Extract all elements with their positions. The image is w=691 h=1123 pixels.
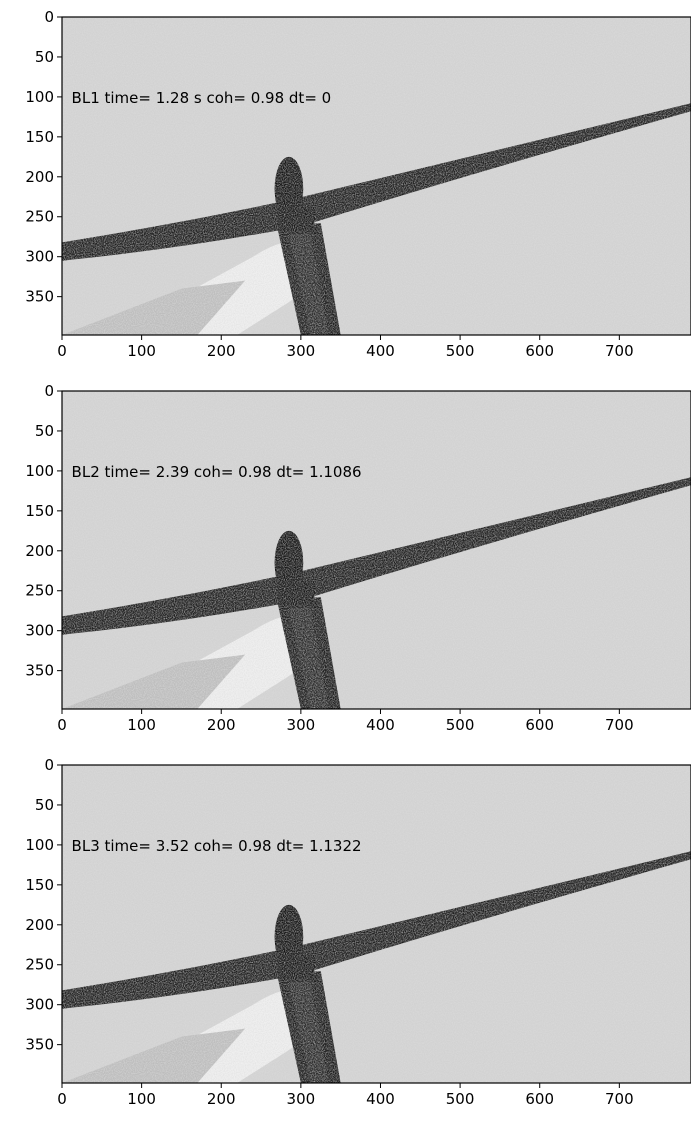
y-tick-label: 0 bbox=[44, 756, 54, 774]
x-tick-label: 100 bbox=[127, 1090, 156, 1108]
x-tick-label: 100 bbox=[127, 716, 156, 734]
panel-svg: 0 50 100 150 200 250 300 350 0 100 200 300 400 500 600… bbox=[25, 8, 691, 360]
y-tick-label: 150 bbox=[25, 502, 54, 520]
y-tick-label: 200 bbox=[25, 168, 54, 186]
x-tick-label: 600 bbox=[525, 1090, 554, 1108]
axes-frame bbox=[61, 390, 691, 710]
y-tick-label: 0 bbox=[44, 382, 54, 400]
x-tick-label: 300 bbox=[287, 1090, 316, 1108]
panel-svg: 0 50 100 150 200 250 300 350 0 100 200 300 400 500 600… bbox=[25, 756, 691, 1108]
image-panel-bl1: 0 50 100 150 200 250 300 350 0 100 200 300 400 500 600… bbox=[0, 0, 691, 374]
y-tick-label: 350 bbox=[25, 662, 54, 680]
x-tick-label: 600 bbox=[525, 716, 554, 734]
image-panel-bl2: 0 50 100 150 200 250 300 350 0 100 200 300 400 500 600… bbox=[0, 374, 691, 748]
x-tick-label: 200 bbox=[207, 1090, 236, 1108]
y-tick-label: 350 bbox=[25, 1036, 54, 1054]
x-tick-label: 400 bbox=[366, 342, 395, 360]
x-tick-label: 700 bbox=[605, 716, 634, 734]
x-tick-label: 300 bbox=[287, 716, 316, 734]
y-tick-label: 100 bbox=[25, 88, 54, 106]
y-tick-label: 50 bbox=[35, 422, 54, 440]
x-tick-label: 0 bbox=[57, 342, 67, 360]
x-tick-label: 500 bbox=[446, 1090, 475, 1108]
y-tick-label: 100 bbox=[25, 836, 54, 854]
y-tick-label: 250 bbox=[25, 956, 54, 974]
x-tick-label: 0 bbox=[57, 716, 67, 734]
x-tick-label: 500 bbox=[446, 716, 475, 734]
x-tick-label: 500 bbox=[446, 342, 475, 360]
y-tick-label: 250 bbox=[25, 582, 54, 600]
x-tick-label: 400 bbox=[366, 1090, 395, 1108]
y-tick-label: 200 bbox=[25, 916, 54, 934]
y-tick-label: 300 bbox=[25, 622, 54, 640]
axes-frame bbox=[61, 16, 691, 336]
y-tick-label: 300 bbox=[25, 996, 54, 1014]
axes-frame bbox=[61, 764, 691, 1084]
y-tick-label: 200 bbox=[25, 542, 54, 560]
frame-annotation: BL3 time= 3.52 coh= 0.98 dt= 1.1322 bbox=[72, 837, 362, 855]
image-grain bbox=[62, 391, 691, 709]
image-area bbox=[62, 17, 691, 335]
x-tick-label: 0 bbox=[57, 1090, 67, 1108]
y-tick-label: 50 bbox=[35, 48, 54, 66]
image-area bbox=[62, 391, 691, 709]
image-panel-bl3: 0 50 100 150 200 250 300 350 0 100 200 300 400 500 600… bbox=[0, 748, 691, 1123]
y-tick-label: 350 bbox=[25, 288, 54, 306]
x-tick-label: 200 bbox=[207, 716, 236, 734]
x-tick-label: 400 bbox=[366, 716, 395, 734]
y-tick-label: 150 bbox=[25, 876, 54, 894]
y-tick-label: 0 bbox=[44, 8, 54, 26]
y-tick-label: 50 bbox=[35, 796, 54, 814]
x-tick-label: 700 bbox=[605, 342, 634, 360]
y-tick-label: 150 bbox=[25, 128, 54, 146]
x-tick-label: 600 bbox=[525, 342, 554, 360]
frame-annotation: BL2 time= 2.39 coh= 0.98 dt= 1.1086 bbox=[72, 463, 362, 481]
x-tick-label: 300 bbox=[287, 342, 316, 360]
x-tick-label: 700 bbox=[605, 1090, 634, 1108]
x-tick-label: 100 bbox=[127, 342, 156, 360]
y-tick-label: 250 bbox=[25, 208, 54, 226]
panel-svg: 0 50 100 150 200 250 300 350 0 100 200 300 400 500 600… bbox=[25, 382, 691, 734]
image-grain bbox=[62, 17, 691, 335]
x-tick-label: 200 bbox=[207, 342, 236, 360]
image-grain bbox=[62, 765, 691, 1083]
image-area bbox=[62, 765, 691, 1083]
y-tick-label: 100 bbox=[25, 462, 54, 480]
frame-annotation: BL1 time= 1.28 s coh= 0.98 dt= 0 bbox=[72, 89, 332, 107]
y-tick-label: 300 bbox=[25, 248, 54, 266]
